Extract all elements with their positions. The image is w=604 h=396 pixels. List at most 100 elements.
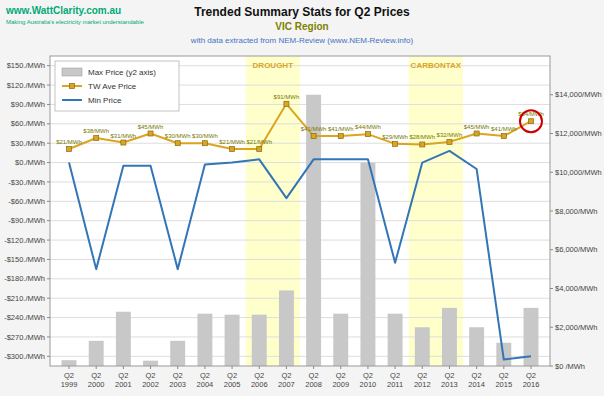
- y2-tick-label: $0 /MWh: [555, 362, 585, 371]
- y2-tick-label: $2,000/MWh: [555, 323, 598, 332]
- logo-tagline: Making Australia's electricity market un…: [6, 19, 145, 25]
- bar: [333, 314, 348, 366]
- data-label: $41/MWh: [301, 126, 327, 132]
- x-tick-label-line: Q2: [363, 371, 373, 380]
- x-tick-label: Q22007: [278, 371, 295, 389]
- marker: [474, 131, 479, 136]
- x-tick-label: Q22015: [495, 371, 512, 389]
- marker: [447, 139, 452, 144]
- x-tick-label: Q22013: [441, 371, 458, 389]
- legend-swatch: [62, 99, 82, 101]
- tick: [47, 240, 50, 241]
- x-tick-label-line: Q2: [146, 371, 156, 380]
- x-tick-label-line: Q2: [444, 371, 454, 380]
- data-label: $28/MWh: [409, 134, 435, 140]
- y2-tick-label: $14,000/MWh: [555, 90, 602, 99]
- x-tick-label-line: 2003: [169, 380, 186, 389]
- marker: [175, 141, 180, 146]
- legend-label: TW Ave Price: [88, 82, 137, 91]
- bar: [225, 315, 240, 366]
- legend-label: Min Price: [88, 96, 122, 105]
- legend-box: [55, 61, 179, 111]
- tick: [47, 85, 50, 86]
- tick: [503, 366, 504, 369]
- x-tick-label-line: Q2: [417, 371, 427, 380]
- x-tick-label-line: Q2: [91, 371, 101, 380]
- data-label: $45/MWh: [464, 124, 490, 130]
- x-tick-label-line: Q2: [118, 371, 128, 380]
- tick: [47, 201, 50, 202]
- y-tick-label: $0./MWh: [15, 158, 45, 167]
- tick: [232, 366, 233, 369]
- marker: [148, 131, 153, 136]
- x-tick-label-line: 2004: [197, 380, 214, 389]
- tick: [550, 133, 553, 134]
- tick: [422, 366, 423, 369]
- y-tick-label: -$270./MWh: [4, 333, 45, 342]
- y2-tick-label: $10,000/MWh: [555, 168, 602, 177]
- tick: [69, 366, 70, 369]
- marker: [257, 147, 262, 152]
- y-tick-label: -$240./MWh: [4, 313, 45, 322]
- bar: [62, 360, 77, 366]
- bar: [415, 327, 430, 366]
- chart: Trended Summary Stats for Q2 PricesVIC R…: [0, 0, 604, 396]
- logo: www.WattClarity.com.au: [5, 5, 121, 16]
- source-note: with data extracted from NEM-Review (www…: [190, 36, 414, 45]
- tick: [313, 366, 314, 369]
- tick: [47, 298, 50, 299]
- tick: [47, 143, 50, 144]
- subtitle: VIC Region: [275, 21, 328, 32]
- tick: [550, 249, 553, 250]
- x-tick-label: Q22010: [360, 371, 377, 389]
- tick: [530, 366, 531, 369]
- x-tick-label-line: Q2: [281, 371, 291, 380]
- x-tick-label: Q22014: [468, 371, 485, 389]
- tick: [286, 366, 287, 369]
- marker: [94, 136, 99, 141]
- bar: [388, 314, 403, 366]
- grid-line: [50, 181, 550, 182]
- tick: [550, 288, 553, 289]
- bar: [442, 308, 457, 366]
- tick: [47, 259, 50, 260]
- grid-line: [50, 162, 550, 163]
- tick: [449, 366, 450, 369]
- tick: [204, 366, 205, 369]
- legend-swatch: [62, 68, 82, 76]
- marker: [365, 132, 370, 137]
- tick: [47, 65, 50, 66]
- data-label: $29/MWh: [382, 134, 408, 140]
- x-tick-label: Q22002: [142, 371, 159, 389]
- x-tick-label-line: 1999: [61, 380, 78, 389]
- plot-frame: [50, 56, 550, 366]
- x-tick-label-line: Q2: [173, 371, 183, 380]
- tick: [150, 366, 151, 369]
- x-tick-label-line: Q2: [64, 371, 74, 380]
- tick: [47, 278, 50, 279]
- tick: [123, 366, 124, 369]
- grid-line: [50, 201, 550, 202]
- grid-line: [50, 278, 550, 279]
- grid-line: [50, 240, 550, 241]
- x-tick-label-line: 2007: [278, 380, 295, 389]
- data-label: $31/MWh: [111, 133, 137, 139]
- y-tick-label: $90./MWh: [11, 100, 45, 109]
- grid-line: [50, 298, 550, 299]
- x-tick-label-line: 2010: [360, 380, 377, 389]
- x-tick-label: Q22011: [387, 371, 403, 389]
- y-tick-label: -$120./MWh: [4, 236, 45, 245]
- plot-area: [50, 56, 550, 366]
- tick: [340, 366, 341, 369]
- tick: [395, 366, 396, 369]
- x-tick-label-line: 2008: [305, 380, 322, 389]
- tick: [550, 366, 553, 367]
- x-tick-label-line: Q2: [309, 371, 319, 380]
- y-tick-label: -$210./MWh: [4, 294, 45, 303]
- x-tick-label: Q22001: [115, 371, 132, 389]
- y-tick-label: $60./MWh: [11, 119, 45, 128]
- x-tick-label: Q22006: [251, 371, 268, 389]
- x-tick-label-line: 2013: [441, 380, 458, 389]
- x-tick-label: Q22005: [224, 371, 241, 389]
- x-tick-label-line: 2000: [88, 380, 105, 389]
